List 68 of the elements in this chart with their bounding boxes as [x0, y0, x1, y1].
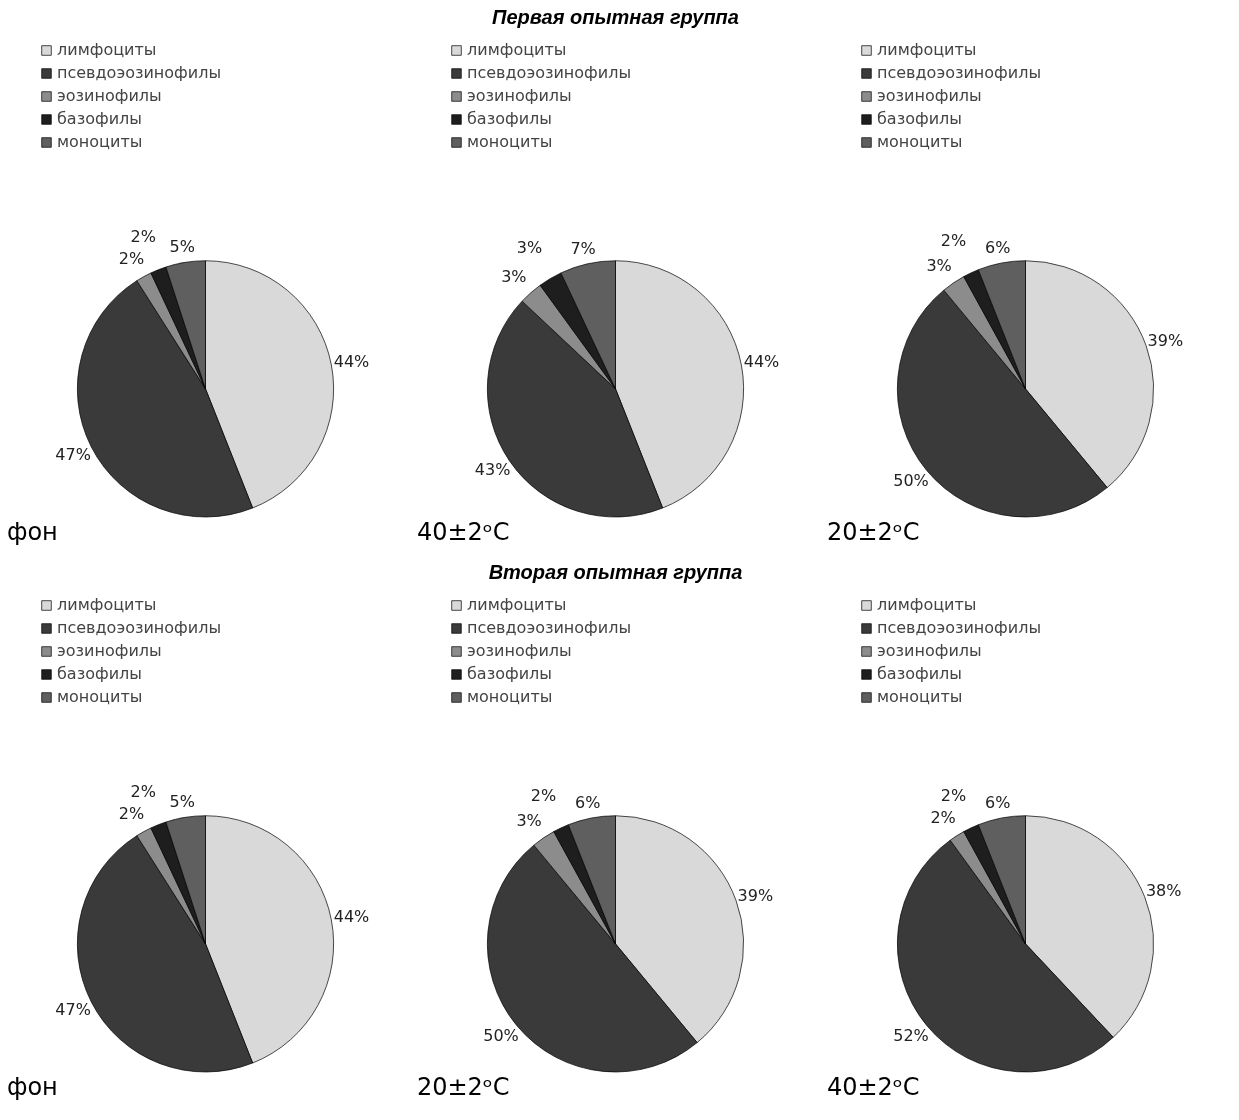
data-label: 50%	[483, 1026, 519, 1046]
legend-label: лимфоциты	[57, 40, 157, 59]
data-label: 2%	[118, 803, 145, 823]
data-label: 5%	[169, 791, 195, 811]
text: 20±2ᵒC	[826, 518, 920, 547]
legend-label: псевдоэозинофилы	[57, 618, 222, 637]
data-label: 2%	[130, 226, 156, 246]
data-label: 2%	[530, 785, 557, 805]
data-label: 7%	[570, 238, 596, 258]
text: 40±2ᵒC	[416, 518, 510, 547]
legend-label: эозинофилы	[877, 641, 982, 660]
text: фон	[6, 1073, 58, 1102]
text: 40±2ᵒC	[826, 1073, 920, 1102]
data-label: 44%	[333, 907, 370, 927]
legend-label: моноциты	[57, 132, 143, 151]
text: 20±2ᵒC	[416, 1073, 510, 1102]
legend-label: лимфоциты	[57, 595, 157, 614]
chart-title: Первая опытная группа	[492, 6, 739, 29]
legend-label: лимфоциты	[467, 40, 567, 59]
legend-label: базофилы	[467, 664, 552, 683]
data-label: 44%	[333, 352, 370, 372]
legend-label: эозинофилы	[57, 641, 162, 660]
data-label: 44%	[743, 352, 780, 372]
legend-label: базофилы	[877, 664, 962, 683]
legend-label: псевдоэозинофилы	[877, 63, 1042, 82]
legend-label: эозинофилы	[467, 86, 572, 105]
data-label: 47%	[55, 444, 91, 464]
data-label: 3%	[926, 255, 952, 275]
chart-title: Вторая опытная группа	[488, 561, 743, 584]
data-label: 52%	[893, 1026, 929, 1046]
data-label: 39%	[737, 885, 774, 905]
legend-label: псевдоэозинофилы	[57, 63, 222, 82]
legend-label: лимфоциты	[877, 595, 977, 614]
data-label: 3%	[516, 238, 543, 258]
legend-label: лимфоциты	[877, 40, 977, 59]
data-label: 2%	[130, 781, 156, 801]
data-label: 38%	[1145, 881, 1182, 901]
legend-label: лимфоциты	[467, 595, 567, 614]
data-label: 2%	[940, 785, 967, 805]
data-label: 2%	[940, 230, 967, 250]
legend-label: базофилы	[467, 109, 552, 128]
data-label: 6%	[984, 237, 1011, 257]
legend-label: моноциты	[467, 132, 553, 151]
data-label: 2%	[118, 248, 145, 268]
legend-label: эозинофилы	[57, 86, 162, 105]
legend-label: эозинофилы	[877, 86, 982, 105]
data-label: 5%	[169, 236, 195, 256]
data-label: 50%	[893, 471, 929, 491]
legend-label: эозинофилы	[467, 641, 572, 660]
data-label: 43%	[474, 460, 511, 480]
legend-label: моноциты	[57, 687, 143, 706]
data-label: 3%	[501, 267, 527, 287]
data-label: 2%	[930, 808, 956, 828]
data-label: 47%	[55, 999, 91, 1019]
data-label: 3%	[516, 810, 542, 830]
legend-label: базофилы	[57, 109, 142, 128]
legend-label: псевдоэозинофилы	[877, 618, 1042, 637]
legend-label: псевдоэозинофилы	[467, 63, 632, 82]
data-label: 6%	[574, 792, 601, 812]
text: фон	[6, 518, 58, 547]
legend-label: моноциты	[877, 132, 963, 151]
data-label: 6%	[984, 792, 1011, 812]
legend-label: базофилы	[57, 664, 142, 683]
legend-label: моноциты	[467, 687, 553, 706]
data-label: 39%	[1147, 330, 1184, 350]
legend-label: базофилы	[877, 109, 962, 128]
legend-label: моноциты	[877, 687, 963, 706]
legend-label: псевдоэозинофилы	[467, 618, 632, 637]
